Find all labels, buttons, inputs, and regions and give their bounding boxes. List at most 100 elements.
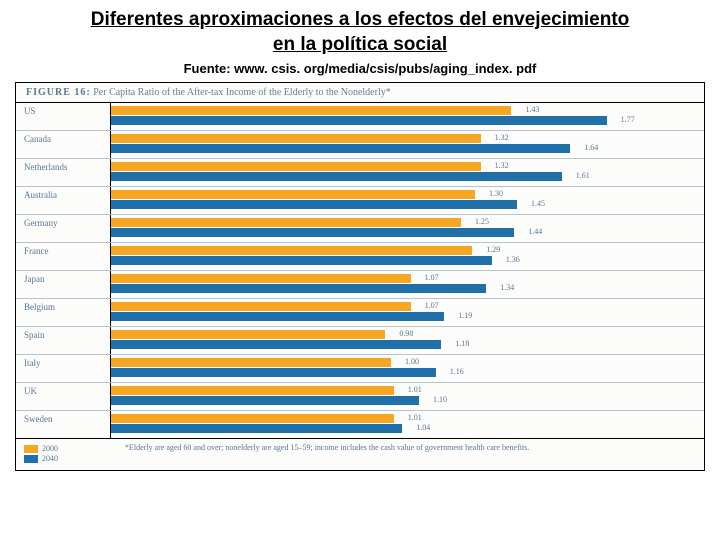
bar-group: 1.251.44	[111, 215, 704, 242]
value-2040: 1.16	[450, 367, 464, 376]
country-label: US	[16, 103, 111, 130]
country-label: France	[16, 243, 111, 270]
footnote: *Elderly are aged 60 and over; nonelderl…	[119, 443, 696, 464]
bar-2040: 1.10	[111, 396, 419, 405]
bar-2040: 1.36	[111, 256, 492, 265]
legend-footer: 2000 2040 *Elderly are aged 60 and over;…	[16, 439, 704, 470]
value-2040: 1.04	[416, 423, 430, 432]
figure-number: FIGURE 16:	[26, 87, 91, 98]
chart-row: Spain0.981.18	[16, 327, 704, 355]
bar-2000: 1.01	[111, 414, 394, 423]
value-2000: 1.07	[425, 273, 439, 282]
value-2040: 1.45	[531, 199, 545, 208]
bar-group: 1.301.45	[111, 187, 704, 214]
chart-row: UK1.011.10	[16, 383, 704, 411]
value-2000: 1.32	[495, 133, 509, 142]
bar-group: 1.071.19	[111, 299, 704, 326]
value-2040: 1.61	[576, 171, 590, 180]
bar-2000: 1.07	[111, 302, 411, 311]
bar-group: 1.011.04	[111, 411, 704, 438]
value-2000: 1.32	[495, 161, 509, 170]
value-2000: 1.01	[408, 413, 422, 422]
bar-2040: 1.77	[111, 116, 607, 125]
value-2040: 1.36	[506, 255, 520, 264]
country-label: Canada	[16, 131, 111, 158]
value-2000: 1.29	[486, 245, 500, 254]
source-line: Fuente: www. csis. org/media/csis/pubs/a…	[15, 61, 705, 76]
chart-row: Germany1.251.44	[16, 215, 704, 243]
bar-group: 1.291.36	[111, 243, 704, 270]
bar-group: 1.321.64	[111, 131, 704, 158]
bar-2000: 1.07	[111, 274, 411, 283]
bar-2040: 1.45	[111, 200, 517, 209]
value-2000: 0.98	[399, 329, 413, 338]
chart-row: US1.431.77	[16, 103, 704, 131]
value-2000: 1.30	[489, 189, 503, 198]
chart-row: Canada1.321.64	[16, 131, 704, 159]
country-label: Germany	[16, 215, 111, 242]
bar-2000: 1.01	[111, 386, 394, 395]
bar-2040: 1.61	[111, 172, 562, 181]
page-title: Diferentes aproximaciones a los efectos …	[15, 8, 705, 57]
country-label: UK	[16, 383, 111, 410]
country-label: Japan	[16, 271, 111, 298]
legend-item-2000: 2000	[24, 444, 119, 453]
bar-2000: 1.29	[111, 246, 472, 255]
value-2040: 1.34	[500, 283, 514, 292]
country-label: Netherlands	[16, 159, 111, 186]
figure-header: FIGURE 16: Per Capita Ratio of the After…	[16, 83, 704, 102]
figure-title: Per Capita Ratio of the After-tax Income…	[93, 87, 391, 98]
country-label: Australia	[16, 187, 111, 214]
legend: 2000 2040	[24, 443, 119, 464]
swatch-2040	[24, 455, 38, 463]
value-2000: 1.25	[475, 217, 489, 226]
bar-2000: 1.00	[111, 358, 391, 367]
chart-row: Japan1.071.34	[16, 271, 704, 299]
bar-2000: 1.25	[111, 218, 461, 227]
bar-group: 1.071.34	[111, 271, 704, 298]
bar-group: 1.431.77	[111, 103, 704, 130]
legend-item-2040: 2040	[24, 454, 119, 463]
bar-group: 1.001.16	[111, 355, 704, 382]
bar-group: 1.321.61	[111, 159, 704, 186]
bar-2000: 0.98	[111, 330, 385, 339]
value-2000: 1.01	[408, 385, 422, 394]
value-2000: 1.43	[525, 105, 539, 114]
value-2040: 1.18	[455, 339, 469, 348]
value-2040: 1.44	[528, 227, 542, 236]
legend-label-2040: 2040	[42, 454, 58, 463]
bar-2040: 1.44	[111, 228, 514, 237]
bar-2040: 1.18	[111, 340, 441, 349]
country-label: Italy	[16, 355, 111, 382]
bar-2040: 1.64	[111, 144, 570, 153]
chart-area: US1.431.77Canada1.321.64Netherlands1.321…	[16, 102, 704, 439]
bar-2000: 1.32	[111, 134, 481, 143]
chart-row: Italy1.001.16	[16, 355, 704, 383]
value-2000: 1.07	[425, 301, 439, 310]
bar-2000: 1.30	[111, 190, 475, 199]
figure-box: FIGURE 16: Per Capita Ratio of the After…	[15, 82, 705, 471]
bar-group: 0.981.18	[111, 327, 704, 354]
bar-2040: 1.34	[111, 284, 486, 293]
chart-row: France1.291.36	[16, 243, 704, 271]
bar-2000: 1.32	[111, 162, 481, 171]
chart-row: Australia1.301.45	[16, 187, 704, 215]
value-2040: 1.10	[433, 395, 447, 404]
country-label: Spain	[16, 327, 111, 354]
chart-row: Sweden1.011.04	[16, 411, 704, 438]
bar-group: 1.011.10	[111, 383, 704, 410]
value-2040: 1.77	[621, 115, 635, 124]
bar-2040: 1.04	[111, 424, 402, 433]
bar-2040: 1.19	[111, 312, 444, 321]
bar-2040: 1.16	[111, 368, 436, 377]
chart-row: Belgium1.071.19	[16, 299, 704, 327]
value-2000: 1.00	[405, 357, 419, 366]
swatch-2000	[24, 445, 38, 453]
chart-row: Netherlands1.321.61	[16, 159, 704, 187]
bar-2000: 1.43	[111, 106, 511, 115]
value-2040: 1.19	[458, 311, 472, 320]
country-label: Sweden	[16, 411, 111, 438]
country-label: Belgium	[16, 299, 111, 326]
legend-label-2000: 2000	[42, 444, 58, 453]
value-2040: 1.64	[584, 143, 598, 152]
